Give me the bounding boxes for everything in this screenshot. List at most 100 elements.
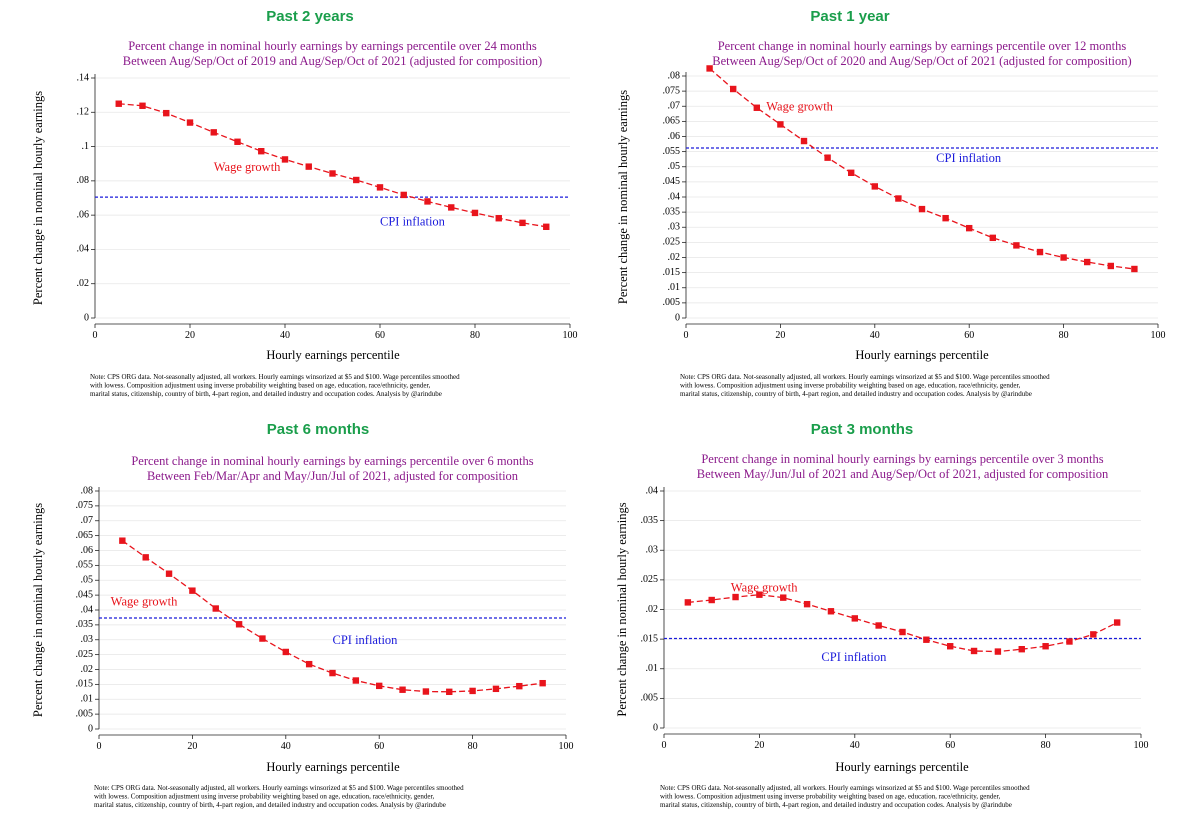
wage-growth-label: Wage growth <box>766 100 833 114</box>
wage-growth-point <box>519 219 526 227</box>
chart-note: with lowess. Composition adjustment usin… <box>90 382 430 390</box>
wage-growth-point <box>305 660 313 668</box>
wage-growth-label: Wage growth <box>111 594 178 608</box>
y-tick-label: .08 <box>81 485 94 496</box>
x-tick-label: 20 <box>187 741 197 752</box>
y-tick-label: 0 <box>84 312 89 323</box>
wage-growth-point <box>142 554 149 561</box>
wage-growth-point <box>329 669 336 677</box>
wage-growth-point <box>400 191 407 199</box>
wage-growth-point <box>234 138 241 145</box>
y-tick-label: .035 <box>76 619 94 630</box>
wage-growth-point <box>803 600 811 608</box>
wage-growth-point <box>730 85 737 93</box>
cpi-inflation-label: CPI inflation <box>821 650 887 664</box>
wage-growth-point <box>918 205 926 213</box>
y-tick-label: .03 <box>646 545 659 556</box>
wage-growth-point <box>492 685 500 693</box>
y-tick-label: .06 <box>81 545 94 556</box>
chart-title: Between Aug/Sep/Oct of 2020 and Aug/Sep/… <box>712 54 1131 68</box>
x-tick-label: 80 <box>468 741 478 752</box>
wage-growth-point <box>258 148 265 155</box>
chart-note: marital status, citizenship, country of … <box>680 390 1032 398</box>
wage-growth-point <box>1013 242 1020 249</box>
x-tick-label: 80 <box>1041 740 1051 751</box>
wage-growth-point <box>989 234 996 242</box>
wage-growth-point <box>871 183 878 190</box>
x-axis-label: Hourly earnings percentile <box>835 760 969 774</box>
wage-growth-line <box>687 594 1118 653</box>
wage-growth-point <box>966 224 973 232</box>
y-tick-label: .045 <box>76 589 94 600</box>
chart-note: Note: CPS ORG data. Not-seasonally adjus… <box>90 373 460 381</box>
x-tick-label: 60 <box>375 330 385 341</box>
x-tick-label: 40 <box>280 330 290 341</box>
wage-growth-point <box>851 615 858 622</box>
x-tick-label: 60 <box>964 330 974 341</box>
x-tick-label: 20 <box>754 740 764 751</box>
wage-growth-point <box>706 65 713 72</box>
y-tick-label: .07 <box>81 515 94 526</box>
y-tick-label: .02 <box>81 664 94 675</box>
y-tick-label: .02 <box>668 252 681 263</box>
x-tick-label: 0 <box>97 741 102 752</box>
wage-growth-point <box>1113 619 1121 626</box>
y-tick-label: 0 <box>88 723 93 734</box>
x-tick-label: 40 <box>850 740 860 751</box>
wage-growth-point <box>495 215 502 222</box>
chart-note: marital status, citizenship, country of … <box>94 801 446 809</box>
x-tick-label: 60 <box>945 740 955 751</box>
wage-growth-point <box>875 622 882 629</box>
y-tick-label: .06 <box>668 131 681 142</box>
x-tick-label: 0 <box>662 740 667 751</box>
chart-title: Between Feb/Mar/Apr and May/Jun/Jul of 2… <box>147 469 519 483</box>
wage-growth-point <box>376 184 384 191</box>
wage-growth-point <box>1107 262 1114 270</box>
wage-growth-point <box>422 688 430 695</box>
cpi-inflation-label: CPI inflation <box>936 151 1002 165</box>
wage-growth-point <box>923 636 930 643</box>
wage-growth-point <box>186 119 194 126</box>
y-tick-label: .065 <box>663 116 681 127</box>
wage-growth-line <box>121 540 543 693</box>
wage-growth-point <box>210 129 217 136</box>
wage-growth-point <box>539 679 546 687</box>
y-tick-label: .05 <box>81 575 94 586</box>
wage-growth-point <box>1060 254 1067 261</box>
y-tick-label: .025 <box>663 237 681 248</box>
wage-growth-point <box>212 605 219 612</box>
wage-growth-point <box>899 628 906 636</box>
wage-growth-point <box>848 169 855 176</box>
x-tick-label: 100 <box>1134 740 1149 751</box>
panel-heading: Past 1 year <box>810 8 889 25</box>
y-tick-label: .025 <box>76 649 94 660</box>
wage-growth-point <box>281 156 289 163</box>
y-tick-label: .045 <box>663 176 681 187</box>
chart-panel: Past 6 months Percent change in nominal h… <box>31 421 574 809</box>
wage-growth-point <box>469 687 476 695</box>
chart-note: Note: CPS ORG data. Not-seasonally adjus… <box>94 784 464 792</box>
x-tick-label: 40 <box>870 330 880 341</box>
y-tick-label: .065 <box>76 530 94 541</box>
wage-growth-point <box>139 102 146 109</box>
wage-growth-point <box>1036 248 1044 256</box>
x-tick-label: 40 <box>281 741 291 752</box>
wage-growth-point <box>448 204 455 211</box>
wage-growth-point <box>970 647 978 655</box>
wage-growth-point <box>259 635 266 642</box>
y-tick-label: .08 <box>668 70 681 81</box>
wage-growth-point <box>1066 638 1073 645</box>
y-tick-label: .005 <box>76 708 94 719</box>
wage-growth-point <box>305 163 312 170</box>
wage-growth-point <box>780 594 787 601</box>
x-tick-label: 100 <box>563 330 578 341</box>
y-tick-label: 0 <box>675 312 680 323</box>
wage-growth-point <box>1084 258 1091 266</box>
y-tick-label: .055 <box>76 560 94 571</box>
wage-growth-point <box>282 648 289 656</box>
wage-growth-point <box>165 570 173 577</box>
wage-growth-point <box>424 198 431 205</box>
y-tick-label: .01 <box>81 694 94 705</box>
wage-growth-point <box>352 677 360 684</box>
